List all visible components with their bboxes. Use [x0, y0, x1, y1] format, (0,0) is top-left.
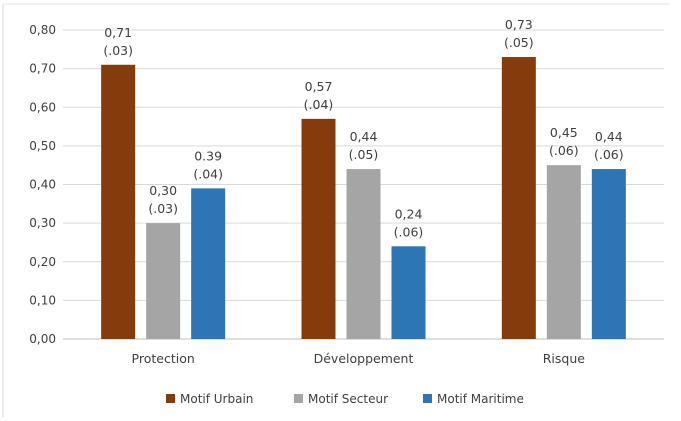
- data-label: 0,44: [350, 129, 378, 144]
- bar: [501, 57, 536, 339]
- y-tick-label: 0,60: [29, 100, 56, 114]
- data-label: 0,30: [149, 183, 177, 198]
- legend: Motif Urbain Motif Secteur Motif Maritime: [166, 392, 524, 406]
- data-label: 0,73: [505, 17, 533, 32]
- x-axis: Protection Développement Risque: [132, 351, 586, 366]
- data-label: 0,45: [550, 125, 578, 140]
- data-label: 0,44: [595, 129, 623, 144]
- x-category-label: Protection: [132, 351, 195, 366]
- legend-label: Motif Secteur: [308, 392, 388, 406]
- data-label-se: (.05): [349, 147, 379, 162]
- x-category-label: Risque: [543, 351, 586, 366]
- y-tick-label: 0,40: [29, 178, 56, 192]
- bar: [346, 169, 381, 339]
- data-label: 0,57: [305, 79, 333, 94]
- legend-swatch: [294, 394, 303, 403]
- legend-label: Motif Urbain: [180, 392, 253, 406]
- y-tick-label: 0,00: [29, 332, 56, 346]
- y-tick-label: 0,80: [29, 23, 56, 37]
- data-label-se: (.06): [394, 224, 424, 239]
- bar: [546, 165, 581, 339]
- y-tick-label: 0,50: [29, 139, 56, 153]
- bar: [591, 169, 626, 339]
- data-label: 0,71: [104, 25, 132, 40]
- data-label-se: (.04): [193, 166, 223, 181]
- data-label-se: (.03): [148, 201, 178, 216]
- bar: [101, 64, 136, 339]
- legend-label: Motif Maritime: [437, 392, 524, 406]
- data-label-se: (.06): [594, 147, 624, 162]
- bar: [146, 223, 181, 339]
- data-label-se: (.03): [103, 43, 133, 58]
- y-axis: 0,00 0,10 0,20 0,30 0,40 0,50 0,60 0,70 0,80: [29, 23, 56, 346]
- bars: [101, 57, 626, 340]
- y-tick-label: 0,70: [29, 62, 56, 76]
- data-label: 0,24: [395, 206, 423, 221]
- bar: [301, 118, 336, 340]
- data-label-se: (.06): [549, 143, 579, 158]
- data-label-se: (.04): [304, 97, 334, 112]
- legend-swatch: [423, 394, 432, 403]
- y-tick-label: 0,30: [29, 216, 56, 230]
- bar: [191, 188, 226, 339]
- x-category-label: Développement: [314, 351, 414, 366]
- data-label: 0.39: [194, 148, 222, 163]
- bar: [391, 246, 426, 339]
- data-label-se: (.05): [504, 35, 534, 50]
- data-labels: 0,71 (.03) 0,30 (.03) 0.39 (.04) 0,57 (.04) 0,44…: [103, 17, 623, 239]
- y-tick-label: 0,10: [29, 293, 56, 307]
- y-tick-label: 0,20: [29, 255, 56, 269]
- legend-swatch: [166, 394, 175, 403]
